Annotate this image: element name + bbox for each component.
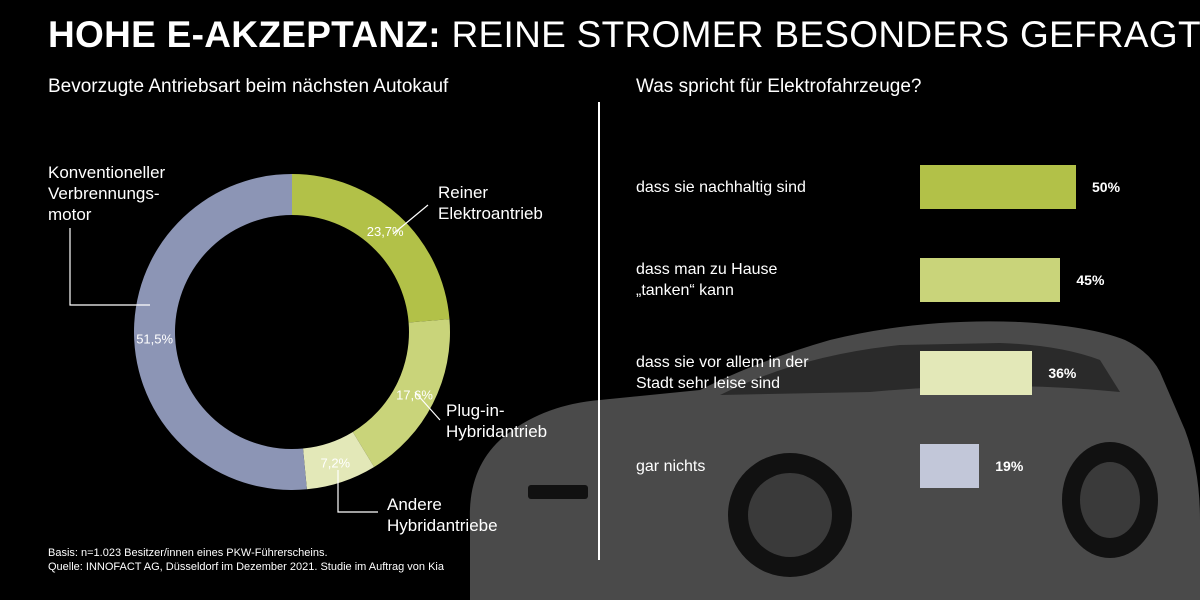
slice-ice: [134, 174, 307, 490]
donut-chart: 23,7% 17,6% 7,2% 51,5%: [69, 174, 450, 513]
footnote-basis: Basis: n=1.023 Besitzer/innen eines PKW-…: [48, 547, 328, 559]
right-chart-title: Was spricht für Elektrofahrzeuge?: [636, 76, 922, 97]
bar-category-label: gar nichts: [636, 457, 706, 475]
footnote-source: Quelle: INNOFACT AG, Düsseldorf im Dezem…: [48, 561, 444, 573]
slice-bev: [292, 174, 450, 323]
title-bold: HOHE E-AKZEPTANZ:: [48, 14, 441, 55]
divider: [598, 102, 600, 560]
bar-category-label: dass sie vor allem in der Stadt sehr lei…: [636, 354, 809, 392]
slice-value-phev: 17,6%: [396, 387, 433, 402]
slice-label-phev: Plug-in- Hybridantrieb: [446, 401, 548, 441]
bar-category-label: dass man zu Hause „tanken“ kann: [636, 261, 778, 299]
bar-value-label: 19%: [995, 458, 1024, 474]
leader-line-hybrid: [337, 470, 378, 513]
bar-category-label: dass sie nachhaltig sind: [636, 178, 806, 196]
bar: [920, 444, 980, 488]
bar-value-label: 50%: [1092, 179, 1121, 195]
slice-hybrid: [303, 431, 375, 490]
footnote: Basis: n=1.023 Besitzer/innen eines PKW-…: [48, 546, 444, 574]
slice-value-bev: 23,7%: [367, 224, 404, 239]
leader-line-ice: [69, 228, 150, 306]
slice-value-ice: 51,5%: [136, 331, 173, 346]
slice-label-ice: Konventioneller Verbrennungs- motor: [48, 163, 166, 224]
left-chart-title: Bevorzugte Antriebsart beim nächsten Aut…: [48, 76, 449, 97]
leader-line-bev: [392, 204, 429, 235]
bar: [920, 351, 1033, 395]
page-title: HOHE E-AKZEPTANZ: REINE STROMER BESONDER…: [48, 14, 1200, 56]
slice-value-hybrid: 7,2%: [320, 456, 350, 471]
slice-label-bev: Reiner Elektroantrieb: [438, 183, 543, 223]
leader-line-phev: [414, 391, 441, 421]
bar-value-label: 45%: [1076, 272, 1105, 288]
bar: [920, 165, 1076, 209]
slice-phev: [352, 319, 450, 467]
bar: [920, 258, 1061, 302]
title-rest: REINE STROMER BESONDERS GEFRAGT: [451, 14, 1200, 55]
bar-value-label: 36%: [1048, 365, 1077, 381]
slice-label-hybrid: Andere Hybridantriebe: [387, 495, 498, 535]
